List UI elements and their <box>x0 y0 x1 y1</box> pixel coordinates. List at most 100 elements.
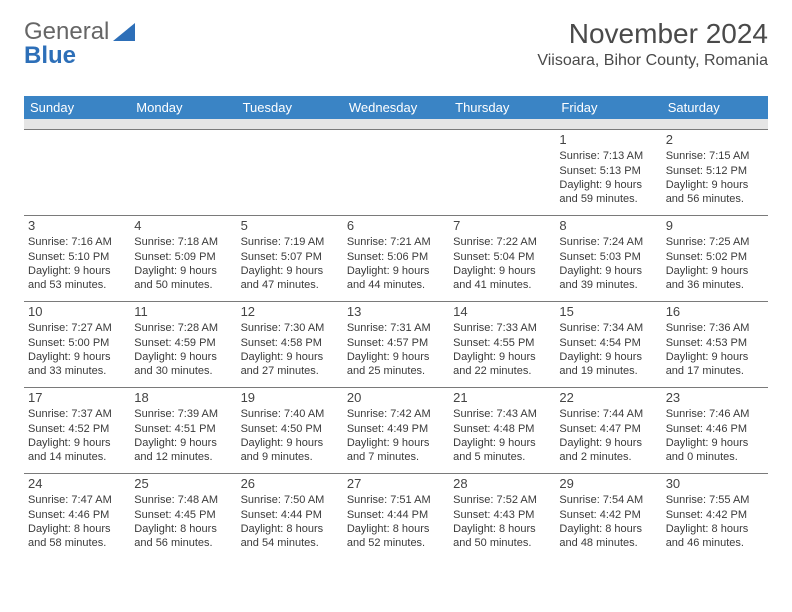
sunrise-line: Sunrise: 7:51 AM <box>347 493 445 507</box>
daylight-line: Daylight: 8 hours and 54 minutes. <box>241 522 339 551</box>
sunset-line: Sunset: 4:49 PM <box>347 422 445 436</box>
sunrise-line: Sunrise: 7:19 AM <box>241 235 339 249</box>
day-number: 5 <box>241 218 339 235</box>
day-number: 4 <box>134 218 232 235</box>
day-number: 14 <box>453 304 551 321</box>
day-number: 25 <box>134 476 232 493</box>
day-number: 24 <box>28 476 126 493</box>
sunset-line: Sunset: 4:58 PM <box>241 336 339 350</box>
sunset-line: Sunset: 4:52 PM <box>28 422 126 436</box>
sunset-line: Sunset: 4:57 PM <box>347 336 445 350</box>
daylight-line: Daylight: 9 hours and 33 minutes. <box>28 350 126 379</box>
calendar-day-cell: 5Sunrise: 7:19 AMSunset: 5:07 PMDaylight… <box>237 215 343 301</box>
sunset-line: Sunset: 4:44 PM <box>241 508 339 522</box>
calendar-day-cell: 9Sunrise: 7:25 AMSunset: 5:02 PMDaylight… <box>662 215 768 301</box>
daylight-line: Daylight: 9 hours and 47 minutes. <box>241 264 339 293</box>
sunset-line: Sunset: 4:59 PM <box>134 336 232 350</box>
calendar-empty-cell <box>130 129 236 215</box>
calendar-empty-cell <box>343 129 449 215</box>
sunrise-line: Sunrise: 7:40 AM <box>241 407 339 421</box>
daylight-line: Daylight: 9 hours and 59 minutes. <box>559 178 657 207</box>
sunset-line: Sunset: 5:10 PM <box>28 250 126 264</box>
calendar-day-cell: 14Sunrise: 7:33 AMSunset: 4:55 PMDayligh… <box>449 301 555 387</box>
sunrise-line: Sunrise: 7:37 AM <box>28 407 126 421</box>
sunrise-line: Sunrise: 7:25 AM <box>666 235 764 249</box>
sunrise-line: Sunrise: 7:39 AM <box>134 407 232 421</box>
daylight-line: Daylight: 9 hours and 50 minutes. <box>134 264 232 293</box>
day-number: 2 <box>666 132 764 149</box>
calendar-day-cell: 16Sunrise: 7:36 AMSunset: 4:53 PMDayligh… <box>662 301 768 387</box>
day-header: Saturday <box>662 96 768 119</box>
day-number: 28 <box>453 476 551 493</box>
calendar-day-cell: 22Sunrise: 7:44 AMSunset: 4:47 PMDayligh… <box>555 387 661 473</box>
daylight-line: Daylight: 8 hours and 52 minutes. <box>347 522 445 551</box>
day-number: 17 <box>28 390 126 407</box>
sunset-line: Sunset: 4:53 PM <box>666 336 764 350</box>
sunrise-line: Sunrise: 7:18 AM <box>134 235 232 249</box>
daylight-line: Daylight: 9 hours and 0 minutes. <box>666 436 764 465</box>
calendar-day-cell: 7Sunrise: 7:22 AMSunset: 5:04 PMDaylight… <box>449 215 555 301</box>
calendar-day-cell: 29Sunrise: 7:54 AMSunset: 4:42 PMDayligh… <box>555 473 661 559</box>
sunset-line: Sunset: 4:50 PM <box>241 422 339 436</box>
calendar-week-row: 10Sunrise: 7:27 AMSunset: 5:00 PMDayligh… <box>24 301 768 387</box>
day-number: 26 <box>241 476 339 493</box>
sunset-line: Sunset: 4:48 PM <box>453 422 551 436</box>
calendar-week-row: 1Sunrise: 7:13 AMSunset: 5:13 PMDaylight… <box>24 129 768 215</box>
calendar-day-cell: 17Sunrise: 7:37 AMSunset: 4:52 PMDayligh… <box>24 387 130 473</box>
day-number: 27 <box>347 476 445 493</box>
sunrise-line: Sunrise: 7:48 AM <box>134 493 232 507</box>
daylight-line: Daylight: 9 hours and 25 minutes. <box>347 350 445 379</box>
sunrise-line: Sunrise: 7:46 AM <box>666 407 764 421</box>
sunset-line: Sunset: 4:44 PM <box>347 508 445 522</box>
daylight-line: Daylight: 8 hours and 46 minutes. <box>666 522 764 551</box>
day-number: 11 <box>134 304 232 321</box>
title-block: November 2024 Viisoara, Bihor County, Ro… <box>537 18 768 70</box>
sunrise-line: Sunrise: 7:21 AM <box>347 235 445 249</box>
sunrise-line: Sunrise: 7:15 AM <box>666 149 764 163</box>
day-header: Sunday <box>24 96 130 119</box>
sunrise-line: Sunrise: 7:42 AM <box>347 407 445 421</box>
day-number: 21 <box>453 390 551 407</box>
sunrise-line: Sunrise: 7:30 AM <box>241 321 339 335</box>
sunrise-line: Sunrise: 7:22 AM <box>453 235 551 249</box>
day-number: 23 <box>666 390 764 407</box>
sunset-line: Sunset: 5:13 PM <box>559 164 657 178</box>
sunset-line: Sunset: 4:45 PM <box>134 508 232 522</box>
sunset-line: Sunset: 4:54 PM <box>559 336 657 350</box>
calendar-day-cell: 3Sunrise: 7:16 AMSunset: 5:10 PMDaylight… <box>24 215 130 301</box>
sunrise-line: Sunrise: 7:34 AM <box>559 321 657 335</box>
day-number: 9 <box>666 218 764 235</box>
sunrise-line: Sunrise: 7:27 AM <box>28 321 126 335</box>
day-header: Thursday <box>449 96 555 119</box>
day-number: 13 <box>347 304 445 321</box>
calendar-day-cell: 15Sunrise: 7:34 AMSunset: 4:54 PMDayligh… <box>555 301 661 387</box>
sunset-line: Sunset: 5:03 PM <box>559 250 657 264</box>
daylight-line: Daylight: 9 hours and 53 minutes. <box>28 264 126 293</box>
calendar-day-cell: 8Sunrise: 7:24 AMSunset: 5:03 PMDaylight… <box>555 215 661 301</box>
sunrise-line: Sunrise: 7:52 AM <box>453 493 551 507</box>
daylight-line: Daylight: 9 hours and 5 minutes. <box>453 436 551 465</box>
calendar-day-cell: 1Sunrise: 7:13 AMSunset: 5:13 PMDaylight… <box>555 129 661 215</box>
day-number: 30 <box>666 476 764 493</box>
calendar-week-row: 24Sunrise: 7:47 AMSunset: 4:46 PMDayligh… <box>24 473 768 559</box>
calendar-day-cell: 12Sunrise: 7:30 AMSunset: 4:58 PMDayligh… <box>237 301 343 387</box>
daylight-line: Daylight: 9 hours and 14 minutes. <box>28 436 126 465</box>
daylight-line: Daylight: 9 hours and 9 minutes. <box>241 436 339 465</box>
day-number: 20 <box>347 390 445 407</box>
calendar-day-cell: 13Sunrise: 7:31 AMSunset: 4:57 PMDayligh… <box>343 301 449 387</box>
calendar-day-cell: 27Sunrise: 7:51 AMSunset: 4:44 PMDayligh… <box>343 473 449 559</box>
day-number: 18 <box>134 390 232 407</box>
day-number: 22 <box>559 390 657 407</box>
sunrise-line: Sunrise: 7:33 AM <box>453 321 551 335</box>
calendar-week-row: 3Sunrise: 7:16 AMSunset: 5:10 PMDaylight… <box>24 215 768 301</box>
daylight-line: Daylight: 9 hours and 12 minutes. <box>134 436 232 465</box>
day-header: Tuesday <box>237 96 343 119</box>
day-header: Monday <box>130 96 236 119</box>
calendar-day-cell: 21Sunrise: 7:43 AMSunset: 4:48 PMDayligh… <box>449 387 555 473</box>
day-number: 8 <box>559 218 657 235</box>
sunset-line: Sunset: 5:07 PM <box>241 250 339 264</box>
calendar-day-cell: 4Sunrise: 7:18 AMSunset: 5:09 PMDaylight… <box>130 215 236 301</box>
calendar-empty-cell <box>237 129 343 215</box>
sunset-line: Sunset: 4:43 PM <box>453 508 551 522</box>
calendar-day-cell: 23Sunrise: 7:46 AMSunset: 4:46 PMDayligh… <box>662 387 768 473</box>
